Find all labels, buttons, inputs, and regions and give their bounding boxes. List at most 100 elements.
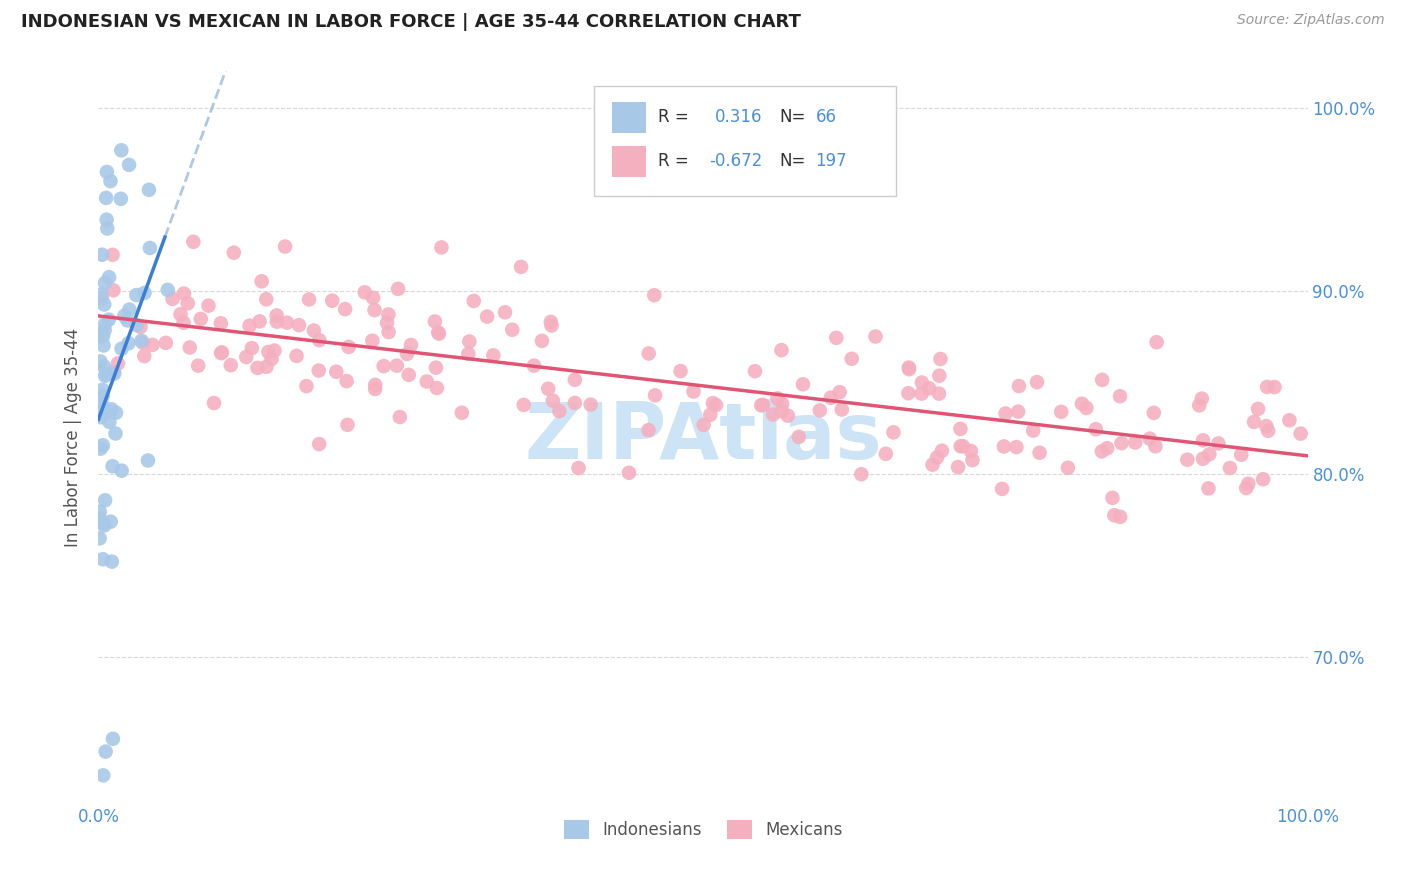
- Point: [388, 410, 411, 425]
- Point: [308, 437, 330, 451]
- Point: [93, 359, 115, 374]
- Point: [91, 292, 114, 306]
- Point: [1144, 439, 1167, 453]
- Text: 197: 197: [815, 153, 846, 170]
- Point: [209, 346, 232, 360]
- Point: [103, 365, 125, 379]
- Point: [1192, 451, 1215, 466]
- Point: [197, 299, 219, 313]
- Point: [238, 318, 260, 333]
- Point: [240, 341, 263, 355]
- Point: [510, 260, 533, 274]
- Point: [808, 403, 831, 417]
- Point: [669, 364, 692, 378]
- Point: [962, 453, 984, 467]
- Point: [1071, 397, 1094, 411]
- Point: [377, 308, 399, 322]
- Point: [762, 408, 785, 422]
- FancyBboxPatch shape: [613, 146, 647, 177]
- Point: [931, 443, 953, 458]
- Point: [1104, 508, 1126, 523]
- Point: [94, 368, 117, 383]
- Point: [104, 426, 127, 441]
- Point: [770, 404, 793, 418]
- Point: [89, 532, 111, 546]
- Point: [111, 464, 134, 478]
- Text: R =: R =: [658, 109, 689, 127]
- Point: [1139, 432, 1161, 446]
- Point: [548, 404, 571, 418]
- Point: [91, 383, 114, 397]
- Point: [494, 305, 516, 319]
- Point: [132, 335, 155, 350]
- Point: [1237, 476, 1260, 491]
- Point: [831, 402, 853, 417]
- Point: [276, 316, 298, 330]
- Point: [155, 335, 177, 350]
- Point: [530, 334, 553, 348]
- Point: [353, 285, 375, 300]
- Point: [512, 398, 534, 412]
- Point: [90, 287, 112, 301]
- Point: [770, 343, 793, 358]
- Point: [1191, 392, 1213, 406]
- Text: ZIPAtlas: ZIPAtlas: [524, 399, 882, 475]
- Point: [540, 315, 562, 329]
- Point: [112, 309, 135, 323]
- Point: [1234, 481, 1257, 495]
- Point: [361, 291, 384, 305]
- Point: [139, 241, 162, 255]
- Point: [1251, 472, 1274, 486]
- Point: [993, 439, 1015, 453]
- Point: [567, 461, 589, 475]
- Point: [101, 248, 124, 262]
- Point: [692, 417, 714, 432]
- Point: [131, 334, 153, 348]
- Point: [302, 324, 325, 338]
- Point: [129, 320, 152, 334]
- Point: [921, 458, 943, 472]
- Point: [211, 345, 233, 359]
- Point: [820, 391, 842, 405]
- Point: [1008, 379, 1031, 393]
- Point: [101, 555, 124, 569]
- Y-axis label: In Labor Force | Age 35-44: In Labor Force | Age 35-44: [65, 327, 83, 547]
- Point: [377, 325, 399, 339]
- Point: [1256, 419, 1278, 434]
- Point: [416, 375, 439, 389]
- Point: [336, 374, 359, 388]
- Text: -0.672: -0.672: [709, 153, 762, 170]
- Point: [911, 376, 934, 390]
- Point: [107, 356, 129, 370]
- Point: [1143, 406, 1166, 420]
- Point: [752, 398, 775, 412]
- Point: [882, 425, 904, 440]
- Point: [682, 384, 704, 399]
- Point: [333, 302, 356, 317]
- Point: [101, 731, 124, 746]
- Point: [770, 397, 793, 411]
- Point: [101, 459, 124, 474]
- Point: [363, 303, 385, 318]
- Point: [991, 482, 1014, 496]
- Point: [111, 342, 134, 356]
- Point: [249, 314, 271, 328]
- Point: [274, 239, 297, 253]
- Point: [928, 368, 950, 383]
- Point: [564, 396, 586, 410]
- Text: N=: N=: [779, 109, 806, 127]
- Point: [423, 314, 446, 328]
- Point: [173, 286, 195, 301]
- Point: [100, 515, 122, 529]
- Text: R =: R =: [658, 153, 689, 170]
- Point: [93, 323, 115, 337]
- Point: [463, 293, 485, 308]
- Point: [1230, 448, 1253, 462]
- Point: [865, 329, 887, 343]
- Point: [398, 368, 420, 382]
- Point: [1101, 491, 1123, 505]
- Point: [825, 331, 848, 345]
- Text: INDONESIAN VS MEXICAN IN LABOR FORCE | AGE 35-44 CORRELATION CHART: INDONESIAN VS MEXICAN IN LABOR FORCE | A…: [21, 13, 801, 31]
- Point: [617, 466, 640, 480]
- Point: [897, 360, 920, 375]
